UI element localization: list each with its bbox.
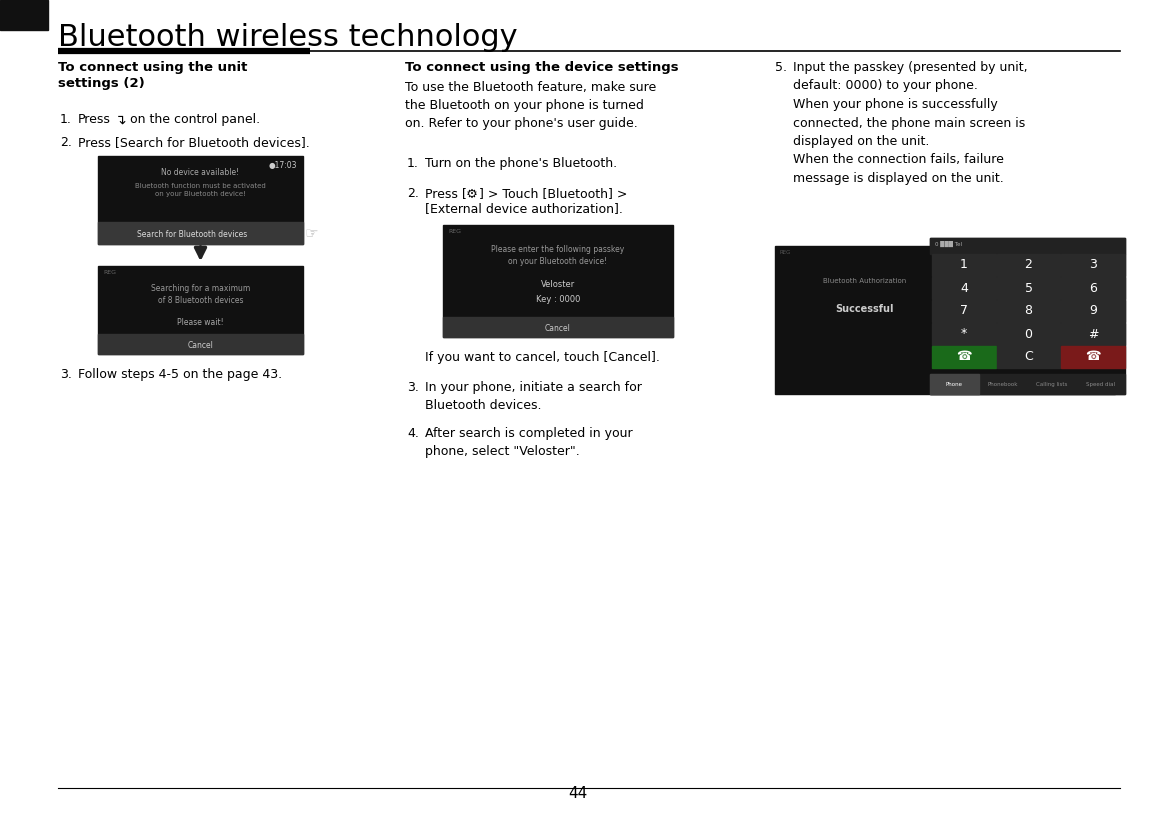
Text: Bluetooth function must be activated
on your Bluetooth device!: Bluetooth function must be activated on … bbox=[135, 183, 266, 197]
Text: 5.: 5. bbox=[775, 61, 787, 74]
Text: 3: 3 bbox=[1089, 259, 1097, 272]
Text: 44: 44 bbox=[568, 786, 588, 801]
Text: ] > Touch [Bluetooth] >: ] > Touch [Bluetooth] > bbox=[479, 187, 627, 200]
Text: Speed dial: Speed dial bbox=[1086, 382, 1115, 387]
Text: To use the Bluetooth feature, make sure
the Bluetooth on your phone is turned
on: To use the Bluetooth feature, make sure … bbox=[405, 81, 656, 130]
Bar bbox=[930, 238, 1125, 394]
Text: 0 ███ Tel: 0 ███ Tel bbox=[935, 241, 961, 247]
Text: 5: 5 bbox=[1024, 281, 1032, 294]
Text: Bluetooth wireless technology: Bluetooth wireless technology bbox=[58, 23, 517, 52]
Text: on the control panel.: on the control panel. bbox=[130, 113, 260, 126]
Bar bbox=[996, 346, 1060, 368]
Text: 7: 7 bbox=[960, 305, 968, 318]
Text: ⚙: ⚙ bbox=[466, 188, 478, 201]
Text: After search is completed in your
phone, select "Veloster".: After search is completed in your phone,… bbox=[425, 427, 633, 458]
Text: ☞: ☞ bbox=[305, 226, 318, 241]
Bar bbox=[930, 238, 1125, 254]
Text: Searching for a maximum
of 8 Bluetooth devices: Searching for a maximum of 8 Bluetooth d… bbox=[150, 284, 250, 305]
Text: 1: 1 bbox=[960, 259, 967, 272]
Text: ●17:03: ●17:03 bbox=[268, 161, 297, 170]
Bar bbox=[933, 254, 996, 276]
Bar bbox=[443, 225, 673, 337]
Bar bbox=[98, 334, 303, 354]
Text: Please wait!: Please wait! bbox=[177, 318, 223, 327]
Bar bbox=[1061, 254, 1125, 276]
Bar bbox=[930, 374, 1125, 394]
Text: Input the passkey (presented by unit,
default: 0000) to your phone.
When your ph: Input the passkey (presented by unit, de… bbox=[793, 61, 1027, 185]
Text: Press [Search for Bluetooth devices].: Press [Search for Bluetooth devices]. bbox=[78, 136, 310, 149]
Text: 3.: 3. bbox=[407, 381, 419, 394]
Bar bbox=[933, 300, 996, 322]
Text: 4: 4 bbox=[960, 281, 967, 294]
Text: No device available!: No device available! bbox=[162, 168, 239, 177]
Bar bbox=[996, 277, 1060, 299]
Bar bbox=[98, 222, 303, 244]
Bar bbox=[996, 254, 1060, 276]
Text: C: C bbox=[1024, 350, 1033, 363]
Text: Press [: Press [ bbox=[425, 187, 467, 200]
Text: Phonebook: Phonebook bbox=[988, 382, 1018, 387]
Text: ↵: ↵ bbox=[117, 112, 131, 124]
Text: To connect using the unit
settings (2): To connect using the unit settings (2) bbox=[58, 61, 248, 90]
Text: To connect using the device settings: To connect using the device settings bbox=[405, 61, 679, 74]
Text: 4.: 4. bbox=[407, 427, 419, 440]
Text: REG: REG bbox=[780, 250, 791, 255]
Text: ☎: ☎ bbox=[1085, 350, 1101, 363]
Bar bbox=[1061, 346, 1125, 368]
Bar bbox=[98, 156, 303, 244]
Bar bbox=[933, 346, 996, 368]
Text: REG: REG bbox=[103, 270, 116, 275]
Text: Successful: Successful bbox=[835, 304, 894, 314]
Text: REG: REG bbox=[448, 229, 460, 234]
Text: [External device authorization].: [External device authorization]. bbox=[425, 202, 622, 215]
Text: Please enter the following passkey
on your Bluetooth device!: Please enter the following passkey on yo… bbox=[492, 245, 625, 266]
Bar bbox=[933, 277, 996, 299]
Text: Calling lists: Calling lists bbox=[1037, 382, 1068, 387]
Text: Cancel: Cancel bbox=[545, 324, 570, 333]
Bar bbox=[1061, 300, 1125, 322]
Text: 1.: 1. bbox=[60, 113, 72, 126]
Bar bbox=[0, 0, 47, 30]
Bar bbox=[1061, 277, 1125, 299]
Text: Turn on the phone's Bluetooth.: Turn on the phone's Bluetooth. bbox=[425, 157, 617, 170]
Bar bbox=[933, 323, 996, 345]
Text: 2.: 2. bbox=[407, 187, 419, 200]
Text: Phone: Phone bbox=[946, 382, 963, 387]
Text: 3.: 3. bbox=[60, 368, 72, 381]
Bar bbox=[775, 246, 1115, 394]
Text: Press: Press bbox=[78, 113, 111, 126]
Text: *: * bbox=[960, 328, 967, 341]
Text: 0: 0 bbox=[1024, 328, 1032, 341]
Text: Veloster: Veloster bbox=[540, 280, 575, 289]
Text: Bluetooth Authorization: Bluetooth Authorization bbox=[824, 278, 907, 284]
Bar bbox=[443, 317, 673, 337]
Bar bbox=[98, 266, 303, 354]
Bar bbox=[930, 374, 979, 394]
Text: Search for Bluetooth devices: Search for Bluetooth devices bbox=[138, 230, 248, 239]
Bar bbox=[996, 300, 1060, 322]
Text: Key : 0000: Key : 0000 bbox=[536, 295, 580, 304]
Text: In your phone, initiate a search for
Bluetooth devices.: In your phone, initiate a search for Blu… bbox=[425, 381, 642, 412]
Text: 2: 2 bbox=[1025, 259, 1032, 272]
Text: 8: 8 bbox=[1024, 305, 1032, 318]
Text: 6: 6 bbox=[1089, 281, 1097, 294]
Text: ☎: ☎ bbox=[956, 350, 972, 363]
Text: #: # bbox=[1088, 328, 1098, 341]
Text: 2.: 2. bbox=[60, 136, 72, 149]
Bar bbox=[1061, 323, 1125, 345]
Text: Follow steps 4-5 on the page 43.: Follow steps 4-5 on the page 43. bbox=[78, 368, 282, 381]
Text: Cancel: Cancel bbox=[187, 341, 213, 350]
Text: 1.: 1. bbox=[407, 157, 419, 170]
Text: If you want to cancel, touch [Cancel].: If you want to cancel, touch [Cancel]. bbox=[425, 351, 659, 364]
Text: 9: 9 bbox=[1089, 305, 1097, 318]
Bar bbox=[996, 323, 1060, 345]
